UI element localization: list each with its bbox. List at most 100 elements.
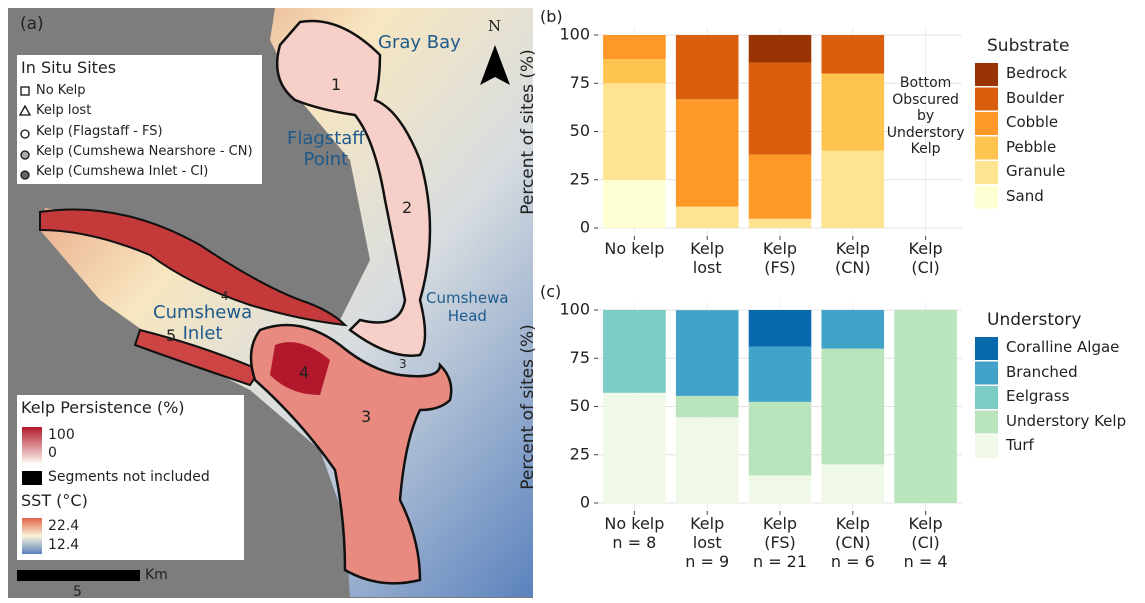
- legend-label: Coralline Algae: [1006, 339, 1119, 357]
- bar-segment: [676, 99, 739, 206]
- bar-segment: [821, 310, 884, 349]
- y-tick-label: 75: [570, 348, 590, 367]
- y-tick-label: 25: [570, 444, 590, 463]
- scale-unit: Km: [145, 567, 168, 584]
- bar-segment: [821, 349, 884, 465]
- legend-swatch: [975, 386, 998, 409]
- bar-segment: [603, 35, 666, 59]
- y-tick-label: 50: [570, 396, 590, 415]
- bar-segment: [749, 310, 812, 347]
- legend-swatch: [975, 63, 998, 86]
- scale-label: 5: [73, 584, 82, 601]
- x-tick-label: Kelp (CN): [835, 240, 871, 278]
- legend-label: Kelp (Cumshewa Inlet - CI): [36, 164, 208, 179]
- region-number: 5: [166, 327, 176, 346]
- bar-segment: [603, 393, 666, 503]
- region-number: 3: [399, 357, 407, 371]
- annotation: Bottom Obscured by Understory Kelp: [887, 75, 965, 158]
- bar-segment: [603, 180, 666, 228]
- legend-label: Pebble: [1006, 139, 1056, 157]
- legend-label: Bedrock: [1006, 65, 1067, 83]
- legend-swatch: [975, 186, 998, 209]
- region-number: 4: [299, 364, 309, 383]
- legend-swatch: [975, 161, 998, 184]
- place-label: Cumshewa Head: [426, 290, 509, 325]
- bar-segment: [676, 207, 739, 228]
- bar-segment: [676, 396, 739, 417]
- bar-segment: [821, 35, 884, 74]
- legend-swatch: [975, 337, 998, 360]
- bar-segment: [676, 417, 739, 503]
- panel-label: (b): [540, 8, 563, 27]
- x-tick-label: Kelp (CN) n = 6: [831, 515, 875, 572]
- x-tick-label: Kelp (CI) n = 4: [904, 515, 948, 572]
- legend-label: Sand: [1006, 188, 1044, 206]
- sst-colorbar: [22, 518, 42, 554]
- bar-segment: [749, 63, 812, 155]
- y-tick-label: 0: [580, 493, 590, 512]
- x-tick-label: No kelp: [604, 240, 664, 259]
- legend-label: Kelp (Cumshewa Nearshore - CN): [36, 144, 253, 159]
- x-tick-label: Kelp lost: [690, 240, 724, 278]
- x-tick-label: Kelp (FS): [763, 240, 797, 278]
- y-tick-label: 50: [570, 121, 590, 140]
- bar-segment: [749, 475, 812, 503]
- scale-bar: [17, 570, 140, 581]
- y-tick-label: 100: [559, 25, 590, 44]
- bar-segment: [676, 35, 739, 99]
- bar-segment: [603, 83, 666, 180]
- bar-segment: [821, 74, 884, 151]
- panel-label: (a): [20, 14, 44, 34]
- legend-label: Kelp lost: [36, 103, 91, 118]
- legend-swatch: [975, 112, 998, 135]
- legend-label: Cobble: [1006, 114, 1058, 132]
- y-axis-label: Percent of sites (%): [518, 324, 538, 490]
- y-tick-label: 75: [570, 73, 590, 92]
- region-number: 4: [221, 289, 229, 303]
- legend-title: Understory: [987, 310, 1081, 330]
- legend-title: Kelp Persistence (%): [21, 399, 185, 418]
- north-label: N: [488, 18, 501, 36]
- legend-swatch: [975, 435, 998, 458]
- place-label: Gray Bay: [378, 32, 461, 53]
- place-label: Flagstaff Point: [287, 128, 365, 170]
- bar-segment: [894, 310, 957, 503]
- legend-label: Boulder: [1006, 90, 1064, 108]
- legend-label: Turf: [1006, 437, 1034, 455]
- x-tick-label: Kelp (CI): [909, 240, 943, 278]
- y-tick-label: 100: [559, 300, 590, 319]
- bar-segment: [821, 464, 884, 503]
- legend-label: Kelp (Flagstaff - FS): [36, 124, 163, 139]
- legend-label: Understory Kelp: [1006, 413, 1126, 431]
- bar-segment: [749, 35, 812, 63]
- bar-segment: [676, 310, 739, 396]
- legend-label: Segments not included: [48, 469, 210, 486]
- legend-label: Eelgrass: [1006, 388, 1069, 406]
- x-tick-label: Kelp (FS) n = 21: [753, 515, 807, 572]
- bar-segment: [603, 310, 666, 393]
- region-number: 2: [402, 199, 412, 218]
- colorbar-label: 0: [48, 445, 57, 462]
- region-number: 3: [361, 408, 371, 427]
- bar-segment: [749, 154, 812, 218]
- y-axis-label: Percent of sites (%): [518, 49, 538, 215]
- legend-swatch: [975, 88, 998, 111]
- legend-label: Branched: [1006, 364, 1078, 382]
- colorbar-label: 100: [48, 427, 75, 444]
- persistence-colorbar: [22, 427, 42, 463]
- legend-label: Granule: [1006, 163, 1065, 181]
- region-number: 1: [331, 76, 341, 95]
- bar-segment: [821, 151, 884, 228]
- legend-title: SST (°C): [21, 492, 88, 511]
- legend-swatch: [975, 137, 998, 160]
- legend-swatch: [975, 411, 998, 434]
- panel-label: (c): [540, 283, 561, 302]
- y-tick-label: 0: [580, 218, 590, 237]
- y-tick-label: 25: [570, 169, 590, 188]
- x-tick-label: No kelp n = 8: [604, 515, 664, 553]
- bar-segment: [749, 402, 812, 476]
- x-tick-label: Kelp lost n = 9: [685, 515, 729, 572]
- figure: 02550751000255075100 (a)NGray BayFlagsta…: [0, 0, 1145, 603]
- bar-segment: [749, 219, 812, 228]
- colorbar-label: 12.4: [48, 537, 79, 554]
